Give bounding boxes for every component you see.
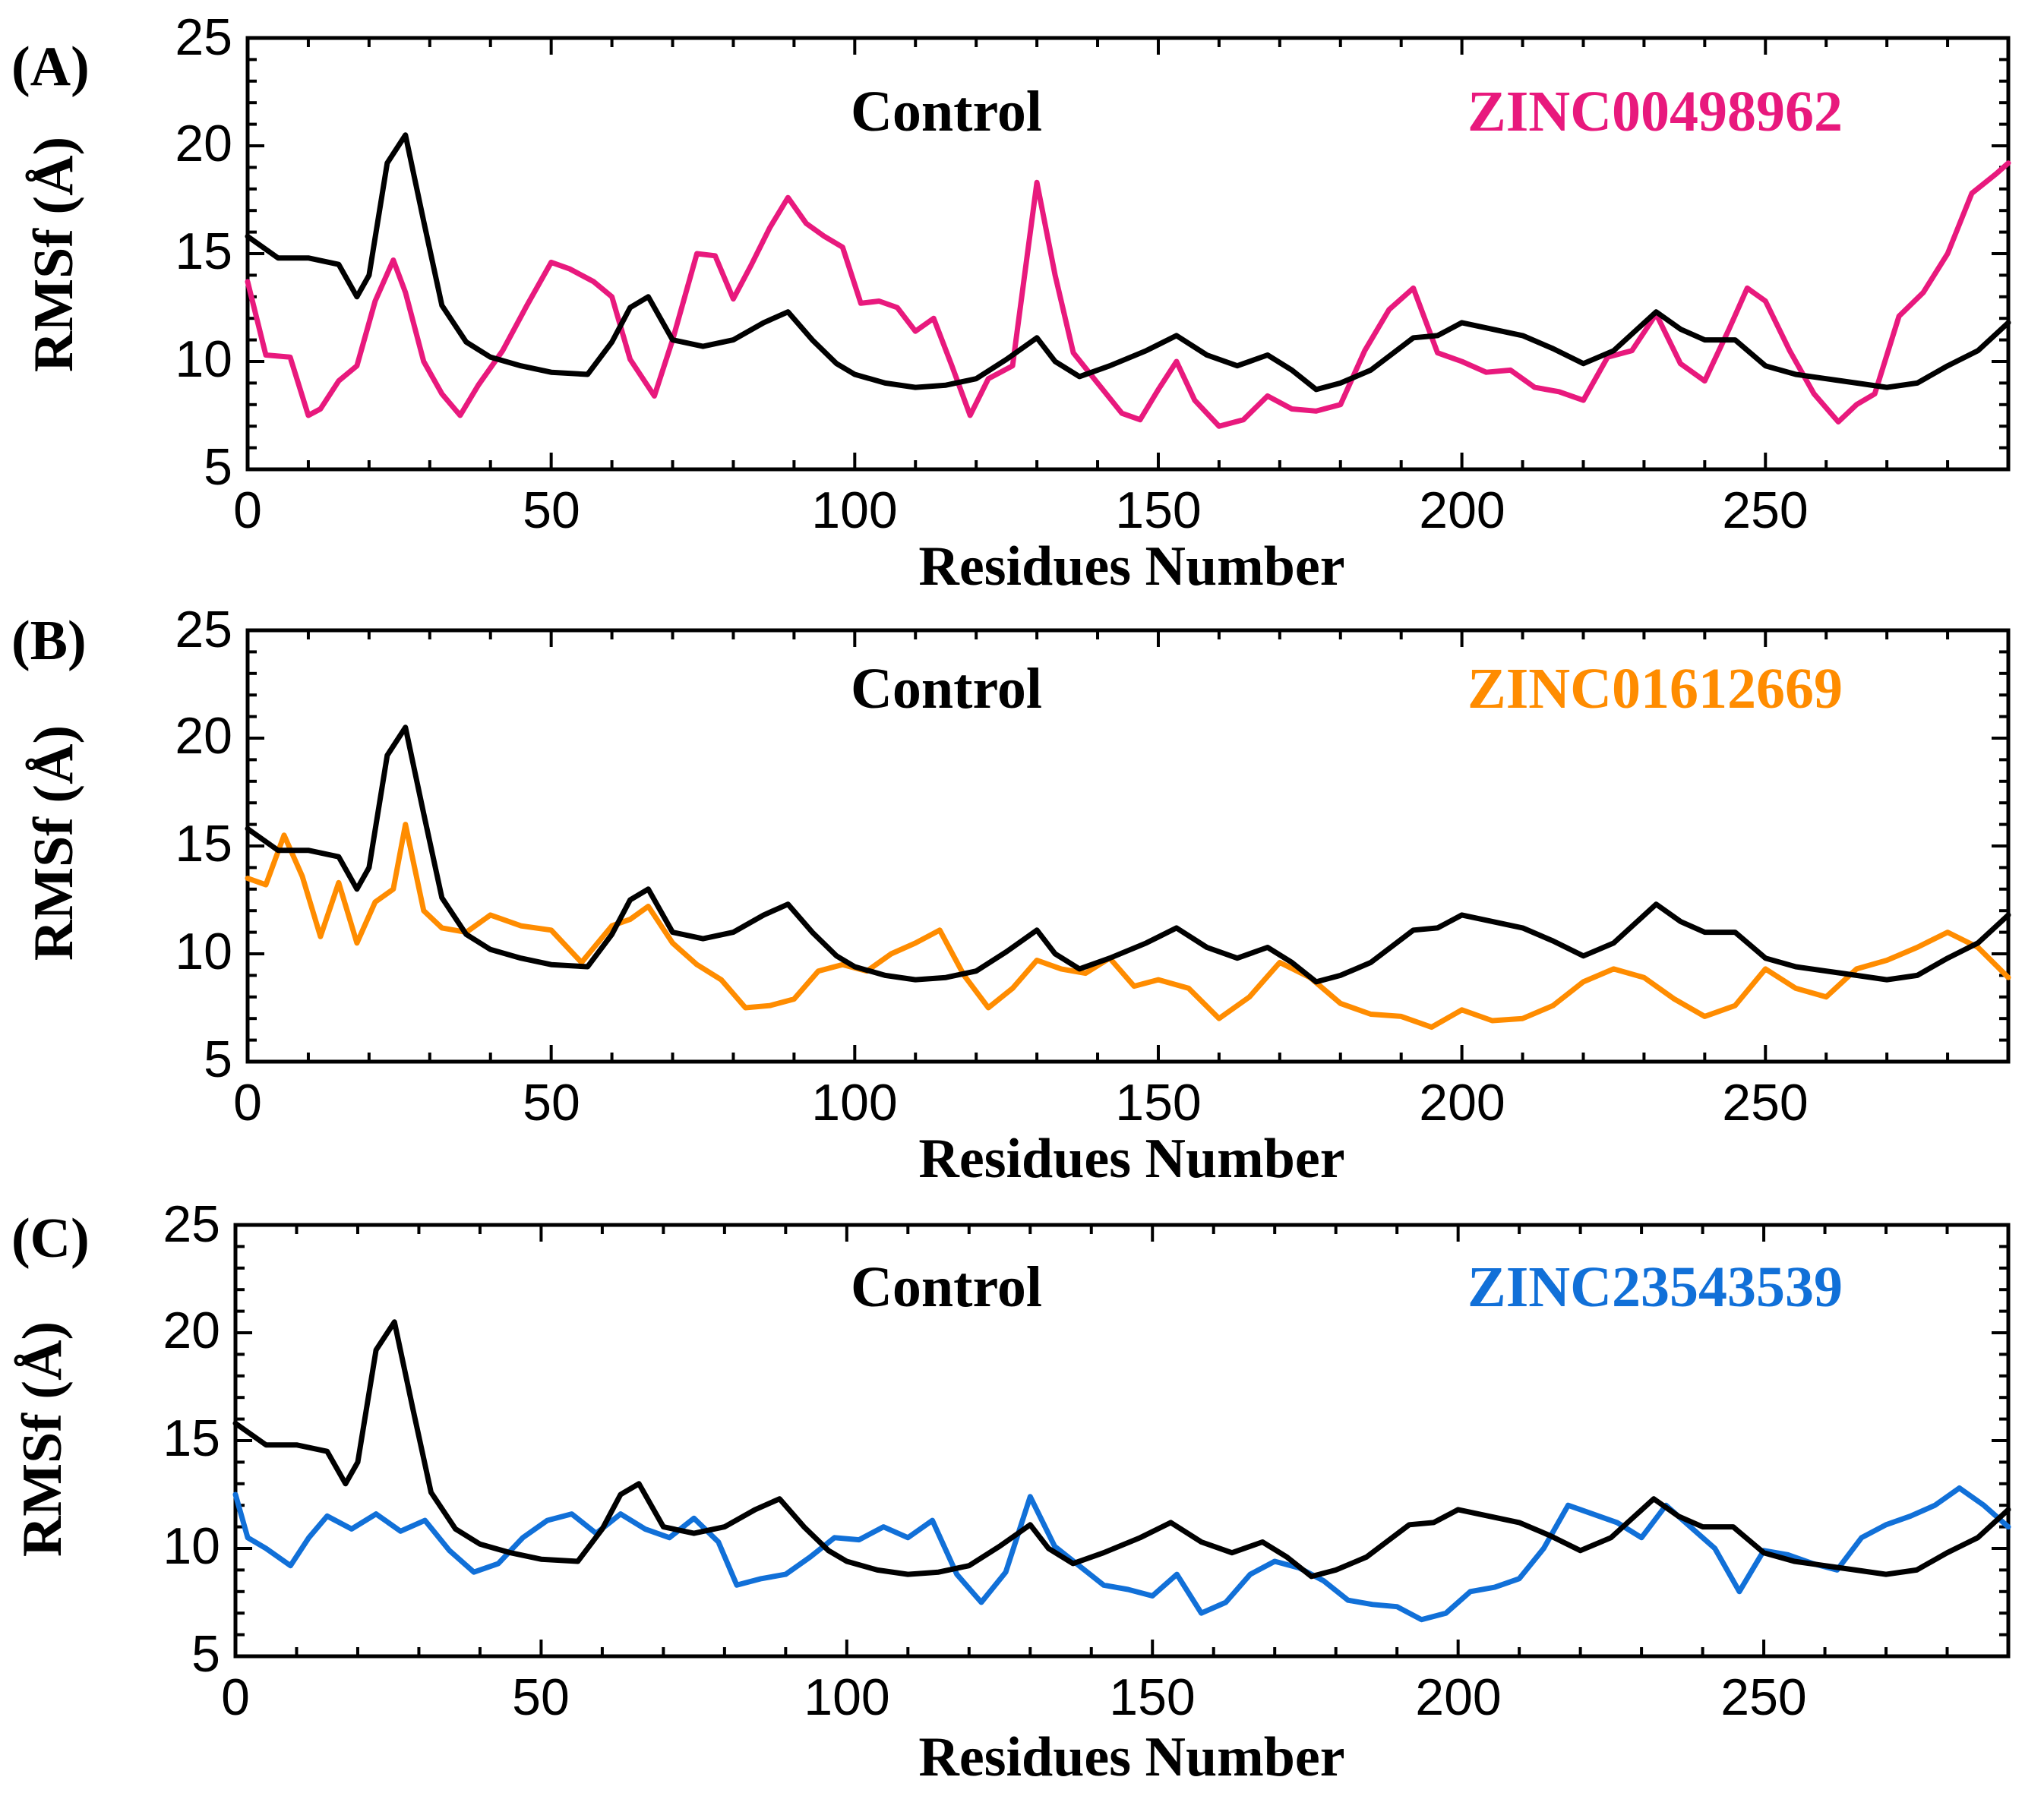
x-tick-label: 150: [1115, 1074, 1201, 1132]
legend-control: Control: [851, 80, 1042, 144]
y-axis-title: RMSf (Å): [23, 725, 85, 961]
y-tick-label: 5: [191, 1625, 220, 1683]
y-tick-label: 10: [175, 330, 232, 388]
x-tick-labels: 0 50 100 150 200 250: [233, 481, 1809, 539]
x-tick-label: 0: [233, 481, 262, 539]
axis-ticks: [246, 629, 2010, 1063]
x-tick-label: 250: [1722, 1074, 1808, 1132]
legend-compound: ZINC00498962: [1467, 80, 1843, 144]
series-lines: [245, 132, 2011, 429]
control-series-line: [245, 132, 2011, 393]
x-tick-label: 250: [1722, 481, 1808, 539]
y-tick-label: 25: [163, 1195, 220, 1253]
y-tick-label: 15: [175, 815, 232, 873]
x-axis-title: Residues Number: [918, 1726, 1344, 1788]
x-tick-label: 200: [1419, 1074, 1505, 1132]
y-tick-labels: 5 10 15 20 25: [163, 1195, 220, 1683]
x-tick-label: 200: [1415, 1668, 1501, 1726]
y-tick-label: 25: [175, 8, 232, 66]
y-tick-labels: 5 10 15 20 25: [175, 8, 232, 496]
y-tick-label: 15: [175, 223, 232, 280]
y-tick-label: 5: [204, 438, 232, 496]
y-tick-label: 20: [163, 1302, 220, 1359]
x-tick-label: 150: [1115, 481, 1201, 539]
series-lines: [232, 1319, 2011, 1623]
panel-a: (A) 5 10 15 20 25 0 50 100 150 200 250 R…: [11, 8, 2011, 598]
panel-label: (B): [11, 610, 87, 672]
y-tick-label: 10: [175, 923, 232, 980]
control-series-line: [232, 1319, 2011, 1580]
panel-label: (C): [11, 1207, 90, 1270]
x-tick-label: 100: [811, 481, 897, 539]
y-tick-label: 25: [175, 601, 232, 658]
legend-control: Control: [851, 657, 1042, 721]
y-tick-label: 10: [163, 1517, 220, 1575]
legend-compound: ZINC01612669: [1467, 657, 1843, 721]
y-tick-label: 20: [175, 115, 232, 172]
x-axis-title: Residues Number: [918, 1128, 1344, 1190]
compound-series-line: [232, 1485, 2011, 1623]
x-tick-label: 100: [811, 1074, 897, 1132]
y-tick-label: 5: [204, 1031, 232, 1088]
panel-c: (C) 5 10 15 20 25 0 50 100 150 200 250 R…: [11, 1195, 2011, 1788]
series-lines: [245, 724, 2011, 1031]
x-tick-label: 150: [1109, 1668, 1195, 1726]
panel-b: (B) 5 10 15 20 25 0 50 100 150 200 250 R…: [11, 601, 2011, 1190]
y-axis-title: RMSf (Å): [23, 137, 85, 372]
y-axis-title: RMSf (Å): [11, 1321, 74, 1557]
x-tick-label: 50: [523, 481, 580, 539]
compound-series-line: [245, 160, 2011, 429]
panel-label: (A): [11, 36, 90, 98]
x-tick-labels: 0 50 100 150 200 250: [233, 1074, 1809, 1132]
x-tick-label: 50: [512, 1668, 570, 1726]
compound-series-line: [245, 822, 2011, 1031]
x-tick-label: 0: [221, 1668, 250, 1726]
x-tick-label: 100: [804, 1668, 889, 1726]
x-tick-label: 0: [233, 1074, 262, 1132]
y-tick-labels: 5 10 15 20 25: [175, 601, 232, 1088]
x-axis-title: Residues Number: [918, 535, 1344, 598]
x-tick-label: 200: [1419, 481, 1505, 539]
x-tick-label: 250: [1720, 1668, 1806, 1726]
legend-compound: ZINC23543539: [1467, 1255, 1843, 1319]
legend-control: Control: [851, 1255, 1042, 1319]
y-tick-label: 15: [163, 1409, 220, 1467]
y-tick-label: 20: [175, 707, 232, 765]
control-series-line: [245, 724, 2011, 985]
x-tick-label: 50: [523, 1074, 580, 1132]
x-tick-labels: 0 50 100 150 200 250: [221, 1668, 1807, 1726]
